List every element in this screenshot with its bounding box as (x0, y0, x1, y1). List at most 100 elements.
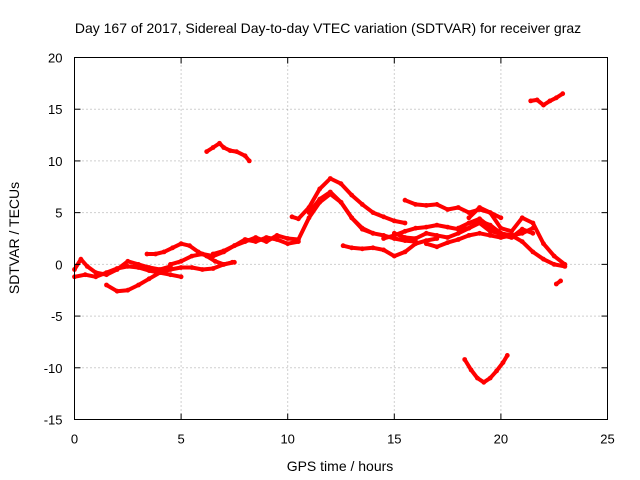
data-point (445, 207, 450, 212)
x-tick-label: 0 (71, 432, 78, 447)
data-point (189, 265, 195, 270)
data-point (519, 239, 525, 245)
data-point (178, 258, 184, 264)
data-point (349, 245, 355, 251)
data-point (289, 214, 295, 220)
data-point (246, 158, 252, 164)
data-point (114, 267, 120, 272)
data-point (530, 249, 536, 255)
series-track-15 (455, 216, 536, 240)
data-point (455, 205, 461, 210)
data-point (391, 253, 397, 259)
data-point (157, 270, 163, 275)
data-point (498, 233, 504, 238)
series-track-3 (104, 259, 237, 294)
data-point (210, 251, 216, 257)
data-point (530, 230, 536, 236)
data-point (104, 282, 109, 288)
data-point (317, 186, 323, 192)
data-point (547, 98, 553, 104)
data-point (455, 230, 461, 236)
data-point (370, 245, 376, 251)
data-point (78, 256, 84, 262)
data-point (253, 239, 259, 245)
data-point (274, 233, 280, 238)
data-point (402, 197, 408, 203)
data-point (349, 215, 355, 221)
data-point (423, 224, 429, 230)
data-point (178, 265, 184, 270)
data-point (168, 267, 173, 272)
data-point (509, 235, 514, 240)
data-point (338, 181, 344, 187)
data-point (477, 230, 482, 236)
data-point (189, 253, 195, 259)
data-point (125, 264, 131, 269)
data-point (558, 278, 563, 284)
y-tick-label: -10 (44, 361, 63, 376)
data-point (327, 176, 333, 181)
x-tick-label: 5 (177, 432, 184, 447)
data-point (391, 230, 397, 236)
data-point (232, 243, 237, 249)
data-point (487, 233, 493, 238)
data-point (530, 220, 536, 226)
data-point (468, 367, 474, 373)
data-point (509, 228, 514, 234)
data-point (229, 259, 235, 265)
data-point (477, 216, 482, 222)
data-point (413, 225, 418, 231)
data-point (466, 220, 472, 226)
data-point (125, 258, 131, 264)
data-point (466, 225, 472, 231)
data-point (93, 270, 99, 275)
data-point (534, 97, 540, 103)
series-track-18 (528, 91, 566, 108)
data-point (210, 145, 216, 150)
data-point (466, 210, 472, 216)
data-point (487, 375, 493, 381)
data-point (562, 262, 568, 267)
data-point (504, 353, 510, 358)
data-point (402, 249, 408, 255)
x-tick-label: 10 (280, 432, 294, 447)
data-point (455, 225, 461, 231)
data-point (359, 246, 365, 252)
data-point (234, 149, 239, 155)
x-tick-label: 15 (387, 432, 401, 447)
data-point (370, 230, 376, 236)
data-point (221, 262, 227, 267)
data-point (381, 247, 386, 253)
data-point (161, 249, 167, 255)
data-point (285, 236, 291, 241)
data-point (306, 215, 312, 221)
series-track-17 (462, 353, 510, 385)
data-point (296, 216, 301, 222)
data-point (402, 228, 408, 234)
data-point (204, 149, 210, 155)
y-tick-label: 0 (55, 257, 62, 272)
data-point (466, 233, 472, 238)
data-point (402, 220, 408, 226)
data-point (541, 241, 546, 247)
x-axis-label: GPS time / hours (287, 458, 394, 474)
data-point (296, 237, 301, 242)
y-tick-label: 10 (48, 154, 62, 169)
data-point (528, 98, 534, 104)
data-point (146, 276, 152, 282)
y-axis-label: SDTVAR / TECUs (6, 182, 22, 294)
data-point (212, 258, 218, 264)
data-point (359, 202, 365, 207)
data-point (487, 224, 493, 230)
data-point (200, 251, 205, 257)
data-point (146, 265, 152, 270)
data-point (317, 196, 323, 202)
data-point (551, 262, 557, 267)
data-point (338, 199, 344, 205)
data-point (153, 251, 158, 257)
data-point (370, 210, 376, 216)
data-point (82, 272, 88, 278)
data-point (498, 225, 504, 231)
data-point (340, 243, 346, 249)
